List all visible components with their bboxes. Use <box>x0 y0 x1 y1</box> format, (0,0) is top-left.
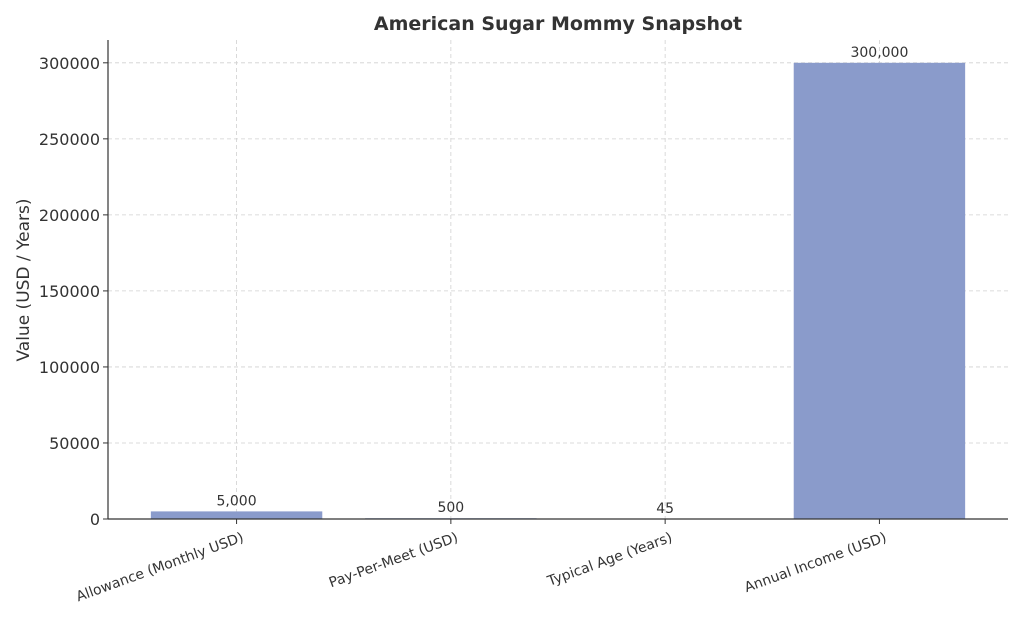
y-tick-label: 50000 <box>49 434 100 453</box>
y-tick-label: 300000 <box>39 54 100 73</box>
x-tick-label: Typical Age (Years) <box>545 530 675 590</box>
chart-title: American Sugar Mommy Snapshot <box>374 13 742 35</box>
y-tick-label: 0 <box>90 510 100 529</box>
data-label: 500 <box>437 500 464 516</box>
y-tick-label: 100000 <box>39 358 100 377</box>
y-tick-label: 250000 <box>39 130 100 149</box>
data-label: 5,000 <box>217 493 257 509</box>
bar <box>794 63 965 519</box>
x-tick-label: Pay-Per-Meet (USD) <box>327 530 460 592</box>
bars: 5,000 500 45 300,000 <box>151 45 965 519</box>
y-tick-label: 200000 <box>39 206 100 225</box>
bar <box>151 511 322 519</box>
y-tick-label: 150000 <box>39 282 100 301</box>
x-tick-label: Allowance (Monthly USD) <box>74 530 246 606</box>
data-label: 45 <box>656 501 674 517</box>
y-axis-label: Value (USD / Years) <box>14 198 34 361</box>
data-label: 300,000 <box>850 45 908 61</box>
x-tick-label: Annual Income (USD) <box>742 530 888 596</box>
